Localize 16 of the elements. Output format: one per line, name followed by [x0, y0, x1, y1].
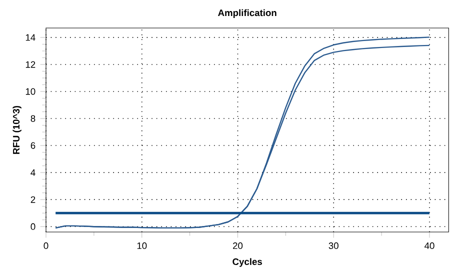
x-tick-label: 40: [424, 242, 434, 250]
y-tick-label: 4: [30, 169, 36, 176]
x-tick-label: 10: [137, 242, 147, 250]
x-tick-label: 30: [328, 242, 338, 250]
y-tick-label: 8: [30, 115, 36, 122]
x-tick-label: 20: [233, 242, 243, 250]
x-tick-label: 0: [44, 242, 48, 250]
y-axis-title: RFU (10^3): [12, 106, 22, 154]
chart-title: Amplification: [218, 9, 276, 18]
y-tick-label: 0: [30, 223, 36, 230]
y-tick-label: 2: [30, 196, 36, 203]
y-tick-label: 12: [26, 61, 36, 68]
y-tick-label: 14: [26, 34, 36, 41]
x-axis-title: Cycles: [232, 258, 262, 267]
y-tick-label: 10: [26, 88, 36, 95]
y-tick-label: 6: [30, 142, 36, 149]
